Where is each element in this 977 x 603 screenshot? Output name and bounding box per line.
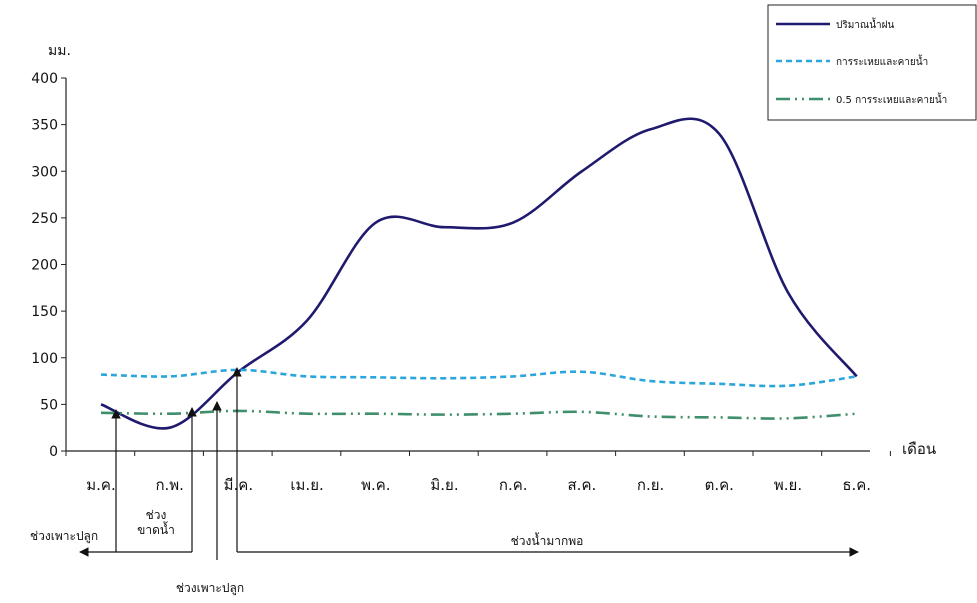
y-axis-label: มม. [48,43,71,59]
x-tick-label: ก.พ. [155,476,184,494]
y-tick-label: 0 [49,444,58,460]
annotation-water-shortage-line1: ช่วง [146,508,167,522]
x-tick-label: ก.ย. [637,476,664,494]
legend-label: 0.5 การระเหยและคายน้ำ [836,92,947,106]
x-tick-label: ต.ค. [705,476,734,494]
legend-label: ปริมาณน้ำฝน [836,17,895,31]
x-tick-label: ม.ค. [86,476,115,494]
x-tick-label: เม.ย. [290,476,323,494]
x-tick-label: ส.ค. [568,476,597,494]
series-line-2 [100,368,857,388]
annotation-sufficient-water: ช่วงน้ำมากพอ [511,532,584,548]
y-tick-label: 150 [31,304,58,320]
y-tick-label: 250 [31,211,58,227]
y-tick-label: 100 [31,351,58,367]
x-tick-label: มี.ค. [224,476,253,494]
x-tick-label: ก.ค. [499,476,528,494]
annotations: ช่วงเพาะปลูกช่วงขาดน้ำช่วงน้ำมากพอช่วงเพ… [30,367,859,596]
y-ticks: 0 50 100 150 200 250 300 350 400 [31,71,66,460]
y-tick-label: 400 [31,71,58,87]
x-axis-label: เดือน [902,440,936,458]
y-tick-label: 300 [31,164,58,180]
x-tick-label: มิ.ย. [430,476,458,494]
x-tick-label: พ.ย. [774,476,802,494]
x-ticks: ม.ค. ก.พ. มี.ค. เม.ย. พ.ค. มิ.ย. ก.ค. ส.ค. ก.ย. ต… [65,451,891,494]
annotation-planting-period-1: ช่วงเพาะปลูก [30,529,98,544]
y-tick-label: 350 [31,118,58,134]
axes [65,78,870,452]
legend-label: การระเหยและคายน้ำ [836,54,928,68]
y-tick-label: 50 [40,397,58,413]
x-tick-label: ธ.ค. [842,476,871,494]
series-lines [100,117,858,430]
series-line-3 [100,409,857,420]
series-line-1 [100,117,858,430]
x-tick-label: พ.ค. [361,476,390,494]
annotation-planting-period-2: ช่วงเพาะปลูก [176,581,244,596]
y-tick-label: 200 [31,258,58,274]
annotation-water-shortage-line2: ขาดน้ำ [137,521,175,537]
